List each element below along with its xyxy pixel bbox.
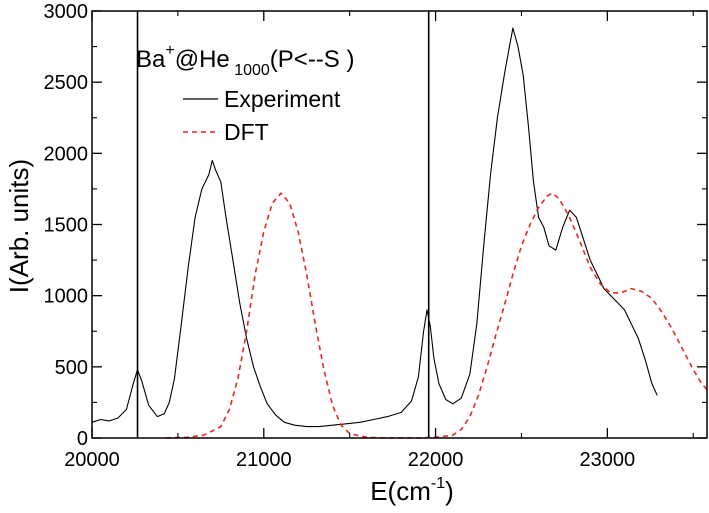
- plot-frame: [91, 10, 708, 439]
- series-line-dft: [165, 192, 708, 439]
- y-axis-label: I(Arb. units): [4, 159, 34, 293]
- legend-label-dft: DFT: [224, 119, 269, 145]
- y-tick-label: 3000: [44, 1, 89, 23]
- legend-label-experiment: Experiment: [224, 86, 341, 112]
- y-tick-label: 1000: [44, 286, 89, 308]
- y-tick-label: 2000: [44, 143, 89, 165]
- y-tick-label: 500: [55, 357, 88, 379]
- legend-title: Ba+@He 1000(P<--S ): [136, 42, 354, 79]
- series-line-experiment: [91, 27, 658, 428]
- y-tick-label: 2500: [44, 72, 89, 94]
- plot-area: [91, 11, 708, 439]
- y-tick-label: 1500: [44, 215, 89, 237]
- x-tick-label: 23000: [580, 449, 636, 471]
- x-tick-label: 21000: [236, 449, 292, 471]
- x-axis-label: E(cm-1): [370, 475, 454, 506]
- legend: Ba+@He 1000(P<--S ) Experiment DFT: [136, 42, 354, 145]
- y-tick-label: 0: [77, 428, 88, 450]
- x-tick-label: 22000: [408, 449, 464, 471]
- axes: [91, 10, 708, 439]
- ticks: 20000 21000 22000 23000 0 500 1000 1500 2000 2500…: [44, 1, 707, 471]
- x-tick-label: 20000: [64, 449, 120, 471]
